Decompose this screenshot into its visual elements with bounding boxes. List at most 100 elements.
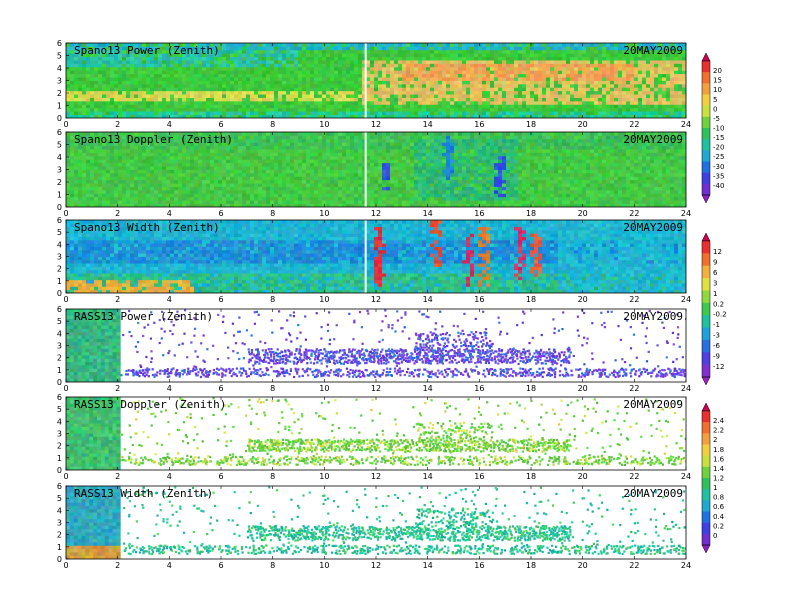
heatmap-cell <box>210 49 215 54</box>
heatmap-cell <box>658 70 663 75</box>
heatmap-cell <box>238 200 243 204</box>
heatmap-cell <box>682 66 686 71</box>
heatmap-cell <box>442 53 447 58</box>
heatmap-cell <box>94 70 99 75</box>
heatmap-cell <box>78 138 83 143</box>
heatmap-cell <box>354 77 359 81</box>
heatmap-cell <box>298 176 303 181</box>
heatmap-cell <box>270 83 275 88</box>
heatmap-cell <box>270 66 275 71</box>
heatmap-cell <box>198 159 203 164</box>
heatmap-cell <box>482 49 487 54</box>
heatmap-cell <box>462 73 467 78</box>
heatmap-cell <box>382 43 387 47</box>
heatmap-cell <box>110 166 115 170</box>
heatmap-cell <box>382 70 387 75</box>
heatmap-cell <box>270 56 275 61</box>
heatmap-cell <box>194 162 199 167</box>
heatmap-cell <box>218 172 223 177</box>
heatmap-cell <box>258 166 263 170</box>
heatmap-cell <box>190 77 195 81</box>
heatmap-cell <box>350 66 355 71</box>
heatmap-cell <box>274 60 279 64</box>
heatmap-cell <box>134 138 139 143</box>
heatmap-cell <box>326 94 331 98</box>
heatmap-cell <box>110 200 115 204</box>
heatmap-cell <box>190 169 195 174</box>
heatmap-cell <box>438 111 443 115</box>
heatmap-cell <box>154 80 159 85</box>
heatmap-cell <box>314 87 319 92</box>
heatmap-cell <box>74 94 79 98</box>
heatmap-cell <box>602 56 607 61</box>
heatmap-cell <box>210 111 215 115</box>
heatmap-cell <box>130 87 135 92</box>
heatmap-cell <box>302 155 307 160</box>
heatmap-cell <box>566 53 571 58</box>
heatmap-cell <box>118 166 123 170</box>
heatmap-cell <box>290 176 295 181</box>
heatmap-cell <box>254 142 259 147</box>
heatmap-cell <box>490 104 495 109</box>
heatmap-cell <box>462 107 467 112</box>
heatmap-cell <box>198 49 203 54</box>
heatmap-cell <box>178 166 183 170</box>
heatmap-cell <box>498 60 503 64</box>
heatmap-cell <box>86 53 91 58</box>
heatmap-cell <box>210 142 215 147</box>
heatmap-cell <box>626 94 631 98</box>
heatmap-cell <box>214 155 219 160</box>
heatmap-cell <box>526 73 531 78</box>
heatmap-cell <box>418 77 423 81</box>
heatmap-cell <box>302 193 307 198</box>
heatmap-cell <box>158 53 163 58</box>
heatmap-cell <box>290 97 295 102</box>
heatmap-cell <box>130 46 135 51</box>
heatmap-cell <box>166 46 171 51</box>
heatmap-cell <box>390 46 395 51</box>
heatmap-cell <box>598 104 603 109</box>
heatmap-cell <box>402 97 407 102</box>
heatmap-cell <box>130 73 135 78</box>
heatmap-cell <box>70 100 75 105</box>
heatmap-cell <box>590 97 595 102</box>
heatmap-cell <box>126 203 131 207</box>
heatmap-cell <box>122 176 127 181</box>
heatmap-cell <box>566 43 571 47</box>
heatmap-cell <box>522 114 527 118</box>
heatmap-cell <box>318 73 323 78</box>
heatmap-cell <box>430 46 435 51</box>
heatmap-cell <box>554 70 559 75</box>
heatmap-cell <box>454 90 459 95</box>
heatmap-cell <box>150 56 155 61</box>
heatmap-cell <box>362 111 367 115</box>
heatmap-cell <box>230 53 235 58</box>
heatmap-cell <box>662 73 667 78</box>
heatmap-cell <box>294 73 299 78</box>
heatmap-cell <box>522 87 527 92</box>
heatmap-cell <box>298 73 303 78</box>
heatmap-cell <box>302 83 307 88</box>
heatmap-cell <box>142 87 147 92</box>
heatmap-cell <box>554 107 559 112</box>
heatmap-cell <box>470 111 475 115</box>
heatmap-cell <box>266 179 271 184</box>
heatmap-cell <box>210 172 215 177</box>
heatmap-cell <box>602 60 607 64</box>
heatmap-cell <box>258 77 263 81</box>
heatmap-cell <box>506 83 511 88</box>
heatmap-cell <box>246 56 251 61</box>
heatmap-cell <box>254 145 259 150</box>
heatmap-cell <box>274 152 279 157</box>
heatmap-cell <box>114 100 119 105</box>
heatmap-cell <box>522 46 527 51</box>
heatmap-cell <box>74 135 79 140</box>
heatmap-cell <box>642 60 647 64</box>
heatmap-cell <box>82 77 87 81</box>
heatmap-cell <box>286 138 291 143</box>
heatmap-cell <box>578 111 583 115</box>
heatmap-cell <box>158 70 163 75</box>
heatmap-cell <box>290 196 295 201</box>
heatmap-cell <box>130 172 135 177</box>
heatmap-cell <box>190 114 195 118</box>
